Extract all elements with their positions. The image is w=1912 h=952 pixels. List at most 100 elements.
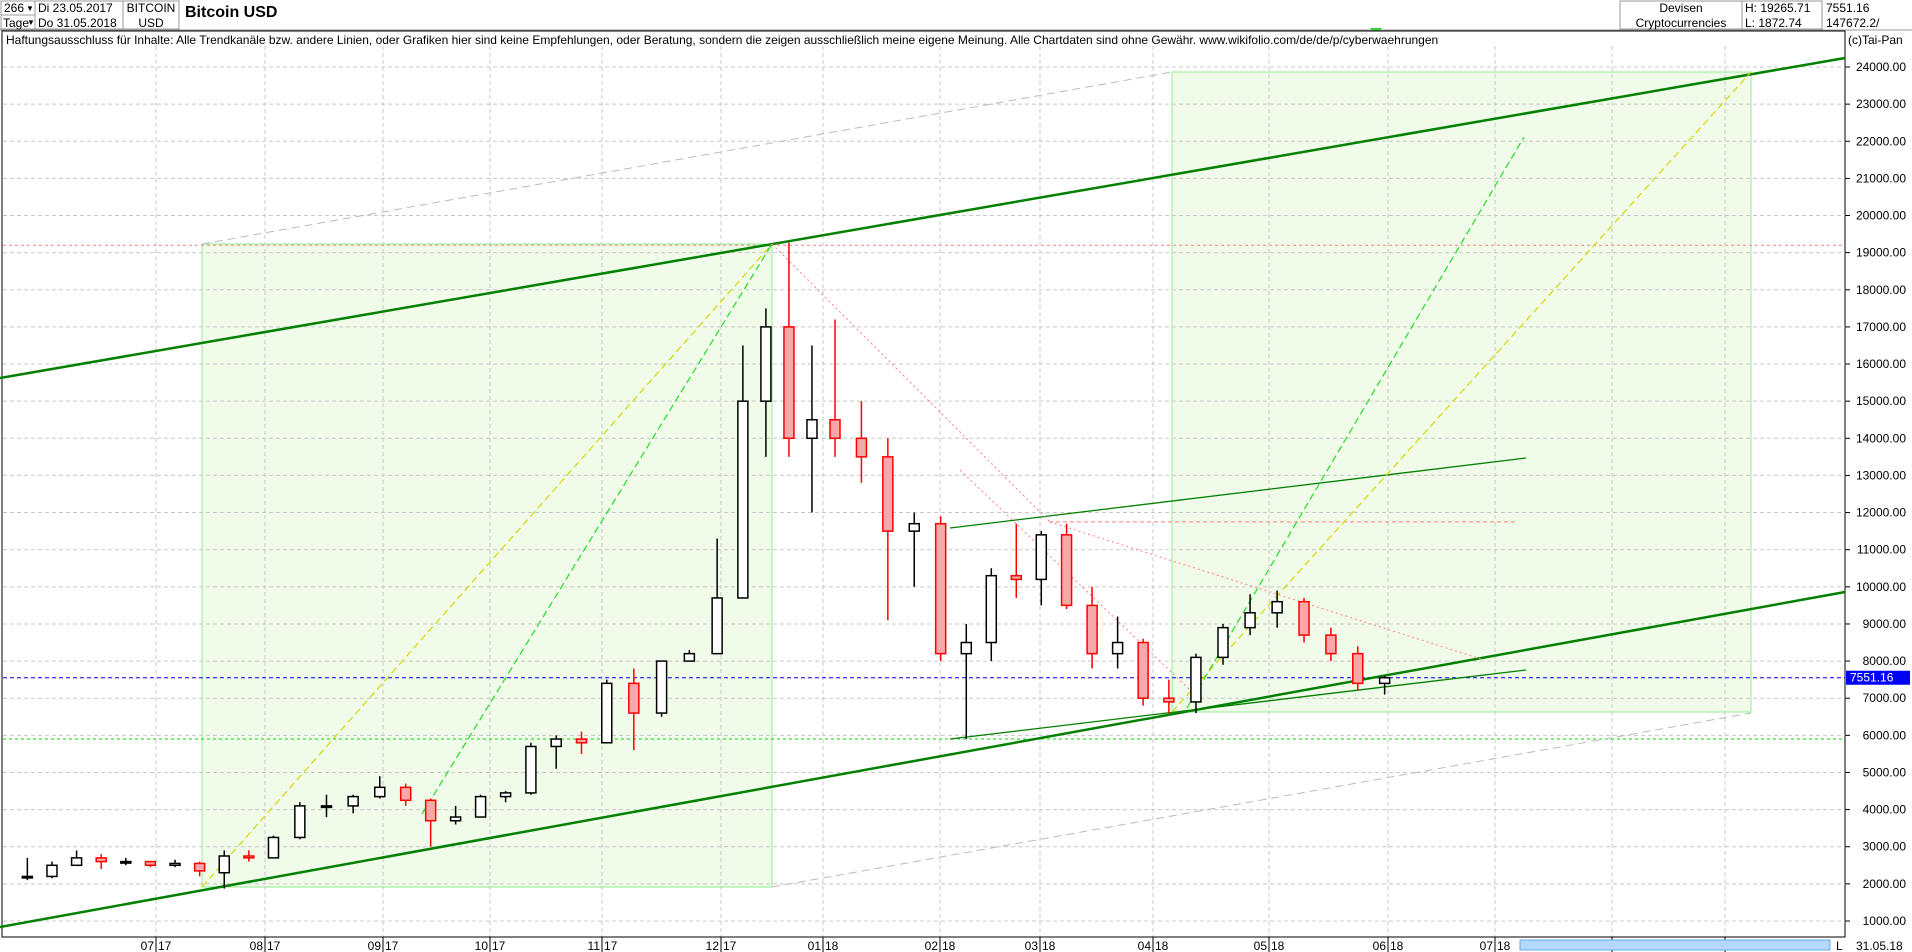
y-tick-label: 5000.00 [1863, 765, 1907, 779]
candle-body [144, 860, 157, 867]
candle [267, 835, 280, 859]
y-tick-label: 22000.00 [1856, 134, 1906, 148]
candle-body [683, 652, 696, 662]
x-tick-month: 02 [925, 939, 939, 952]
y-tick-label: 10000.00 [1856, 580, 1906, 594]
candle-body [985, 574, 998, 644]
main-channel-lower [0, 590, 1846, 929]
candle-body [855, 437, 868, 458]
x-tick-year: 17 [267, 939, 281, 952]
last-price: 7551.16 [1826, 1, 1870, 15]
x-tick-month: 06 [1373, 939, 1387, 952]
x-tick-month: 11 [588, 939, 601, 952]
candle-body [1190, 656, 1202, 703]
y-tick-label: 20000.00 [1856, 209, 1906, 223]
candle-body [1298, 600, 1310, 636]
candle-body [1271, 600, 1283, 614]
candle-body [120, 860, 132, 864]
candle-body [806, 418, 818, 440]
candle [374, 776, 386, 799]
symbol-code: BITCOIN [127, 1, 176, 15]
candle-body [1111, 641, 1124, 655]
last-price-label: 7551.16 [1850, 671, 1894, 685]
chart-title: Bitcoin USD [185, 4, 277, 21]
x-tick-month: 04 [1138, 939, 1152, 952]
candle-body [474, 795, 487, 818]
fan-line-yellow [201, 243, 773, 888]
scroll-lock-label[interactable]: L [1836, 939, 1843, 952]
candle-body [550, 738, 562, 748]
y-tick-label: 9000.00 [1863, 617, 1907, 631]
candle-body [1060, 534, 1073, 607]
candle [169, 859, 181, 868]
candle [70, 850, 83, 867]
candle [1086, 586, 1098, 669]
bar-count-select[interactable]: 266 ▼ [0, 0, 36, 16]
candle [193, 861, 206, 877]
y-tick-label: 7000.00 [1863, 691, 1907, 705]
candle-body [882, 456, 894, 532]
candle [320, 794, 333, 818]
candle [399, 783, 412, 806]
y-tick-label: 15000.00 [1856, 394, 1906, 408]
candle-body [399, 786, 412, 802]
candle [575, 731, 588, 754]
candle-body [1137, 641, 1149, 699]
x-tick-month: 05 [1254, 939, 1268, 952]
x-tick-month: 12 [706, 939, 720, 952]
projection-dashed-line [201, 71, 1173, 245]
candle-body [169, 862, 181, 867]
candle [294, 802, 306, 840]
candle [1190, 653, 1202, 714]
candle [120, 857, 132, 866]
candle [144, 860, 157, 868]
volume-value: 147672.2/ [1826, 16, 1880, 30]
copyright: (c)Tai-Pan [1848, 33, 1903, 47]
candle [1111, 616, 1124, 669]
candle [1137, 638, 1149, 706]
candle [550, 735, 562, 769]
candle-body [655, 660, 668, 714]
x-tick-year: 17 [158, 939, 172, 952]
candle-body [1352, 652, 1364, 685]
y-tick-label: 13000.00 [1856, 468, 1906, 482]
candle-body [1378, 676, 1391, 685]
candle [882, 438, 894, 621]
chevron-down-icon: ▼ [26, 4, 34, 13]
candle-body [424, 799, 437, 822]
y-tick-label: 23000.00 [1856, 97, 1906, 111]
downtrend-line [771, 243, 1051, 523]
main-channel-upper [0, 56, 1846, 380]
candle [1035, 531, 1048, 606]
candle-body [320, 805, 333, 809]
bar-count-value: 266 [4, 1, 24, 15]
date-to[interactable]: Do 31.05.2018 [38, 16, 117, 30]
x-tick-year: 18 [1390, 939, 1404, 952]
y-tick-label: 6000.00 [1863, 728, 1907, 742]
downtrend-line [1049, 521, 1482, 660]
period-unit-select[interactable]: Tage ▼ [0, 14, 36, 30]
candle [218, 850, 231, 889]
header: 266 ▼ Tage ▼ Di 23.05.2017 Do 31.05.2018… [0, 0, 1912, 34]
x-tick-year: 17 [604, 939, 618, 952]
x-tick-month: 03 [1025, 939, 1039, 952]
y-tick-label: 12000.00 [1856, 506, 1906, 520]
candle-body [70, 857, 83, 867]
candle [855, 401, 868, 483]
symbol-currency: USD [138, 16, 164, 30]
fan-line-yellow [1171, 71, 1752, 713]
candle [1271, 590, 1283, 628]
candle [601, 679, 613, 744]
time-scrollbar[interactable] [1519, 939, 1831, 951]
candle-body [267, 836, 280, 859]
y-tick-label: 21000.00 [1856, 171, 1906, 185]
x-tick-month: 07 [141, 939, 155, 952]
candle-body [1010, 574, 1023, 581]
candle-body [1244, 612, 1256, 629]
candle [1378, 675, 1391, 695]
date-from[interactable]: Di 23.05.2017 [38, 1, 113, 15]
candle-body [711, 597, 723, 655]
candle [449, 805, 462, 825]
chevron-down-icon: ▼ [27, 18, 35, 27]
